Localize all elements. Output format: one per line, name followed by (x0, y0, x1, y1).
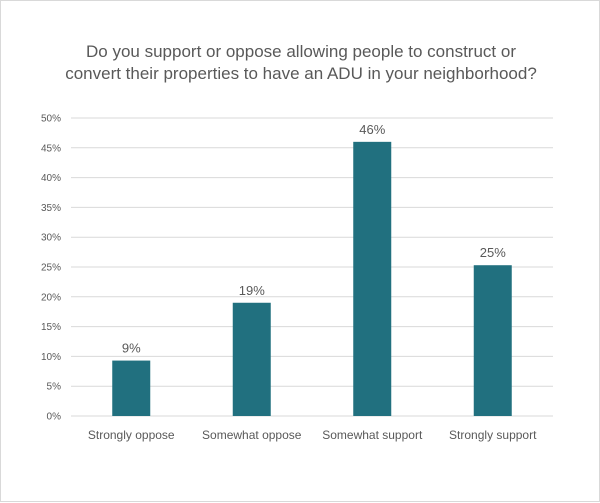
bar-somewhat-oppose (232, 302, 271, 416)
data-label: 19% (239, 283, 265, 298)
y-tick-label: 5% (47, 382, 62, 393)
y-tick-label: 30% (41, 233, 61, 244)
y-tick-label: 50% (41, 114, 61, 125)
x-category-label: Somewhat oppose (202, 428, 302, 442)
y-tick-label: 45% (41, 143, 61, 154)
chart-title: Do you support or oppose allowing people… (65, 42, 537, 83)
data-label: 46% (359, 122, 385, 137)
bar-strongly-oppose (112, 360, 151, 416)
x-category-label: Strongly oppose (88, 428, 175, 442)
x-category-label: Somewhat support (322, 428, 423, 442)
bar-strongly-support (473, 265, 512, 416)
y-tick-label: 0% (47, 412, 62, 423)
y-tick-label: 35% (41, 203, 61, 214)
data-label: 9% (122, 341, 141, 356)
y-tick-label: 10% (41, 352, 61, 363)
data-label: 25% (480, 245, 506, 260)
bar-somewhat-support (353, 141, 392, 416)
y-tick-label: 15% (41, 322, 61, 333)
y-tick-label: 20% (41, 292, 61, 303)
y-tick-label: 40% (41, 173, 61, 184)
y-tick-label: 25% (41, 263, 61, 274)
x-category-label: Strongly support (449, 428, 537, 442)
